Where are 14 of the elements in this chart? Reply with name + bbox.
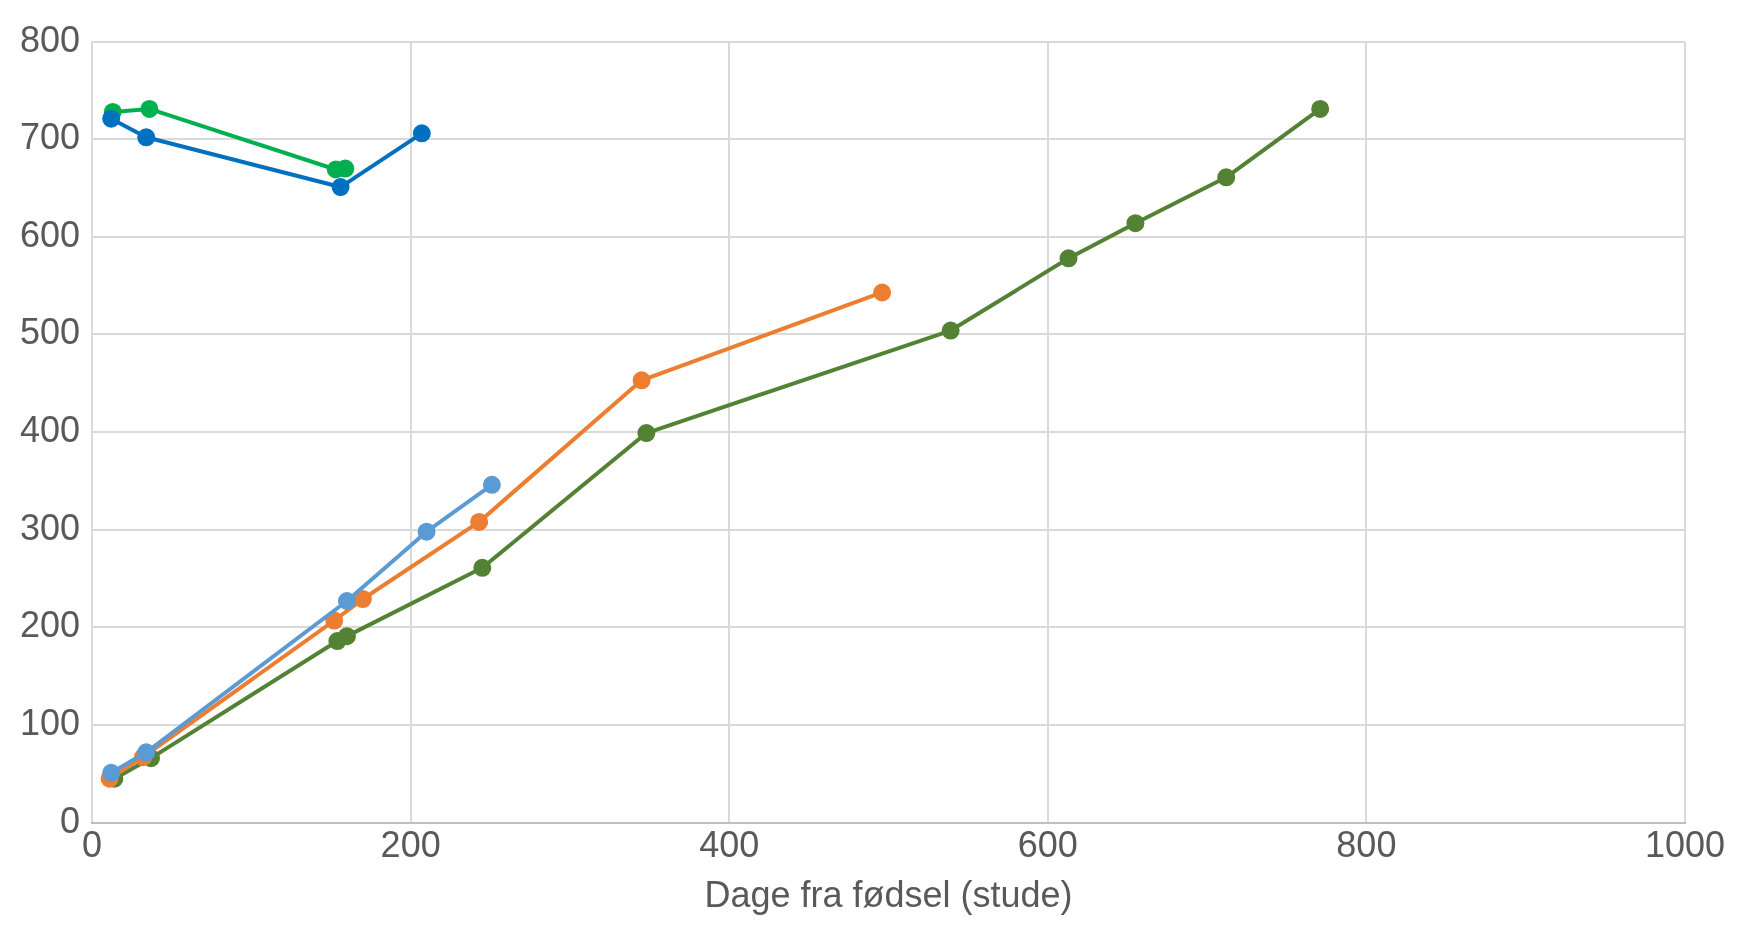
x-tick-label: 200 (380, 824, 441, 866)
x-tick-label: 400 (699, 824, 760, 866)
x-tick-label: 600 (1017, 824, 1078, 866)
x-tick-label: 1000 (1644, 824, 1725, 866)
x-tick-label: 800 (1336, 824, 1397, 866)
y-tick-label: 300 (19, 506, 81, 548)
y-tick-label: 600 (19, 213, 81, 255)
y-tick-label: 100 (19, 701, 81, 743)
y-tick-label: 200 (19, 604, 81, 646)
y-tick-label: 700 (19, 116, 81, 158)
y-tick-label: 800 (19, 18, 81, 60)
y-tick-label: 500 (19, 311, 81, 353)
y-tick-label: 400 (19, 409, 81, 451)
x-axis-title: Dage fra fødsel (stude) (704, 874, 1073, 916)
